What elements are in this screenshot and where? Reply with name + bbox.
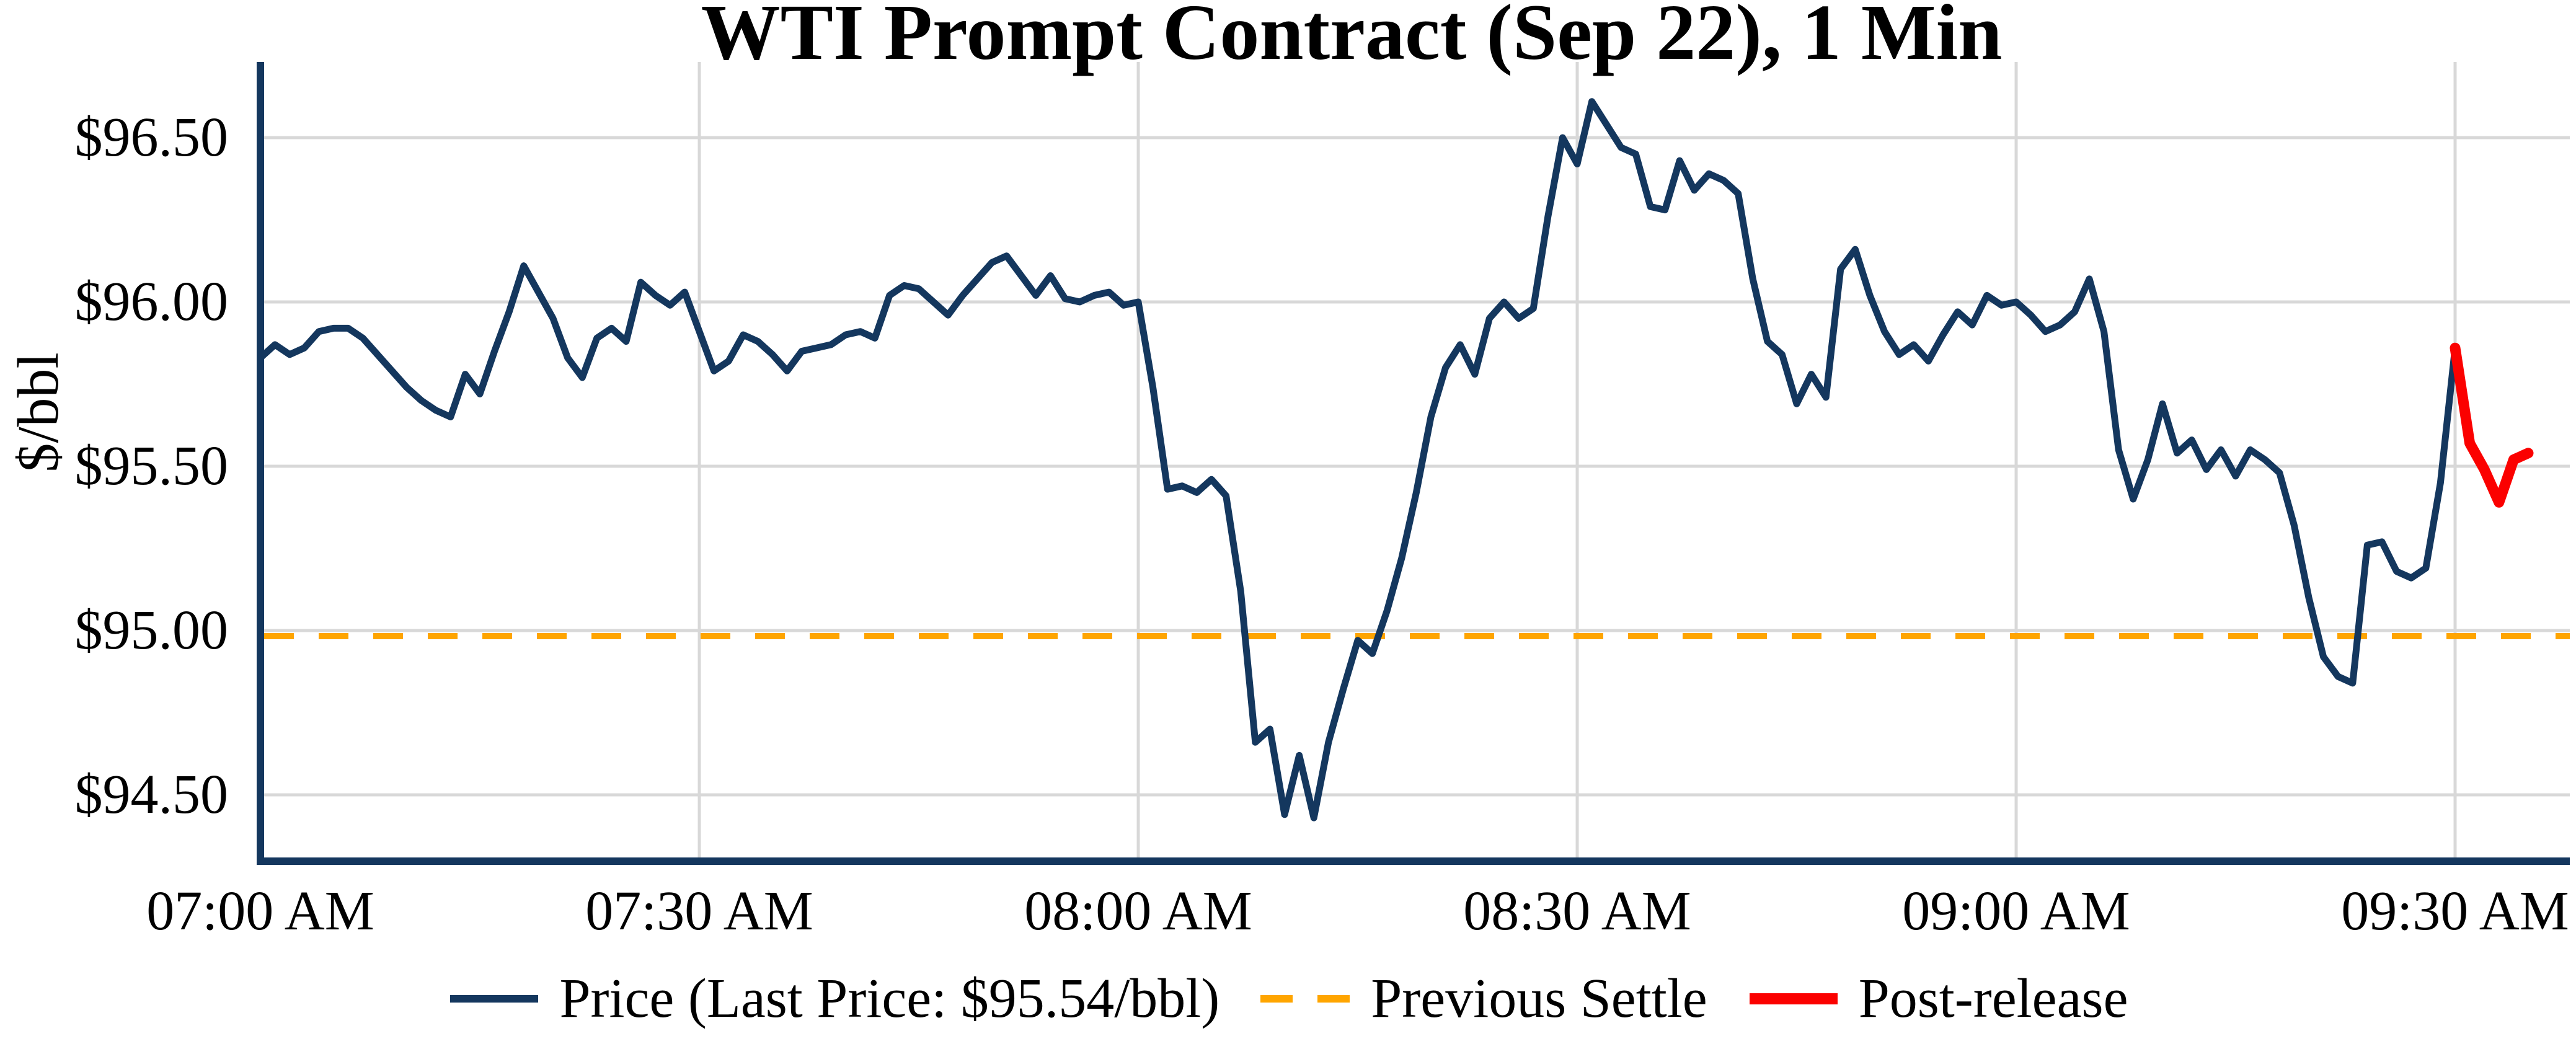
- price-line-swatch-icon: [450, 995, 539, 1003]
- x-tick-label: 07:00 AM: [146, 880, 374, 942]
- legend-label-post-release: Post-release: [1858, 968, 2128, 1029]
- x-tick-label: 09:30 AM: [2341, 880, 2569, 942]
- legend: Price (Last Price: $95.54/bbl) Previous …: [0, 965, 2576, 1033]
- legend-label-price: Price (Last Price: $95.54/bbl): [559, 968, 1220, 1029]
- x-tick-label: 08:30 AM: [1463, 880, 1691, 942]
- x-tick-label: 07:30 AM: [585, 880, 813, 942]
- y-tick-label: $95.00: [74, 600, 229, 661]
- y-tick-label: $96.00: [74, 271, 229, 332]
- thick-line-swatch-icon: [1749, 993, 1838, 1004]
- y-tick-label: $94.50: [74, 764, 229, 825]
- legend-item-previous-settle: Previous Settle: [1259, 965, 1707, 1033]
- legend-item-price: Price (Last Price: $95.54/bbl): [448, 965, 1219, 1033]
- chart-title: WTI Prompt Contract (Sep 22), 1 Min: [701, 0, 2003, 76]
- y-axis-title: $/bbl: [6, 352, 71, 472]
- y-tick-label: $95.50: [74, 435, 229, 497]
- dashed-line-swatch-icon: [1260, 995, 1353, 1003]
- x-tick-label: 08:00 AM: [1024, 880, 1252, 942]
- y-tick-label: $96.50: [74, 107, 229, 168]
- x-tick-label: 09:00 AM: [1902, 880, 2130, 942]
- legend-label-previous-settle: Previous Settle: [1371, 968, 1707, 1029]
- legend-item-post-release: Post-release: [1747, 965, 2128, 1033]
